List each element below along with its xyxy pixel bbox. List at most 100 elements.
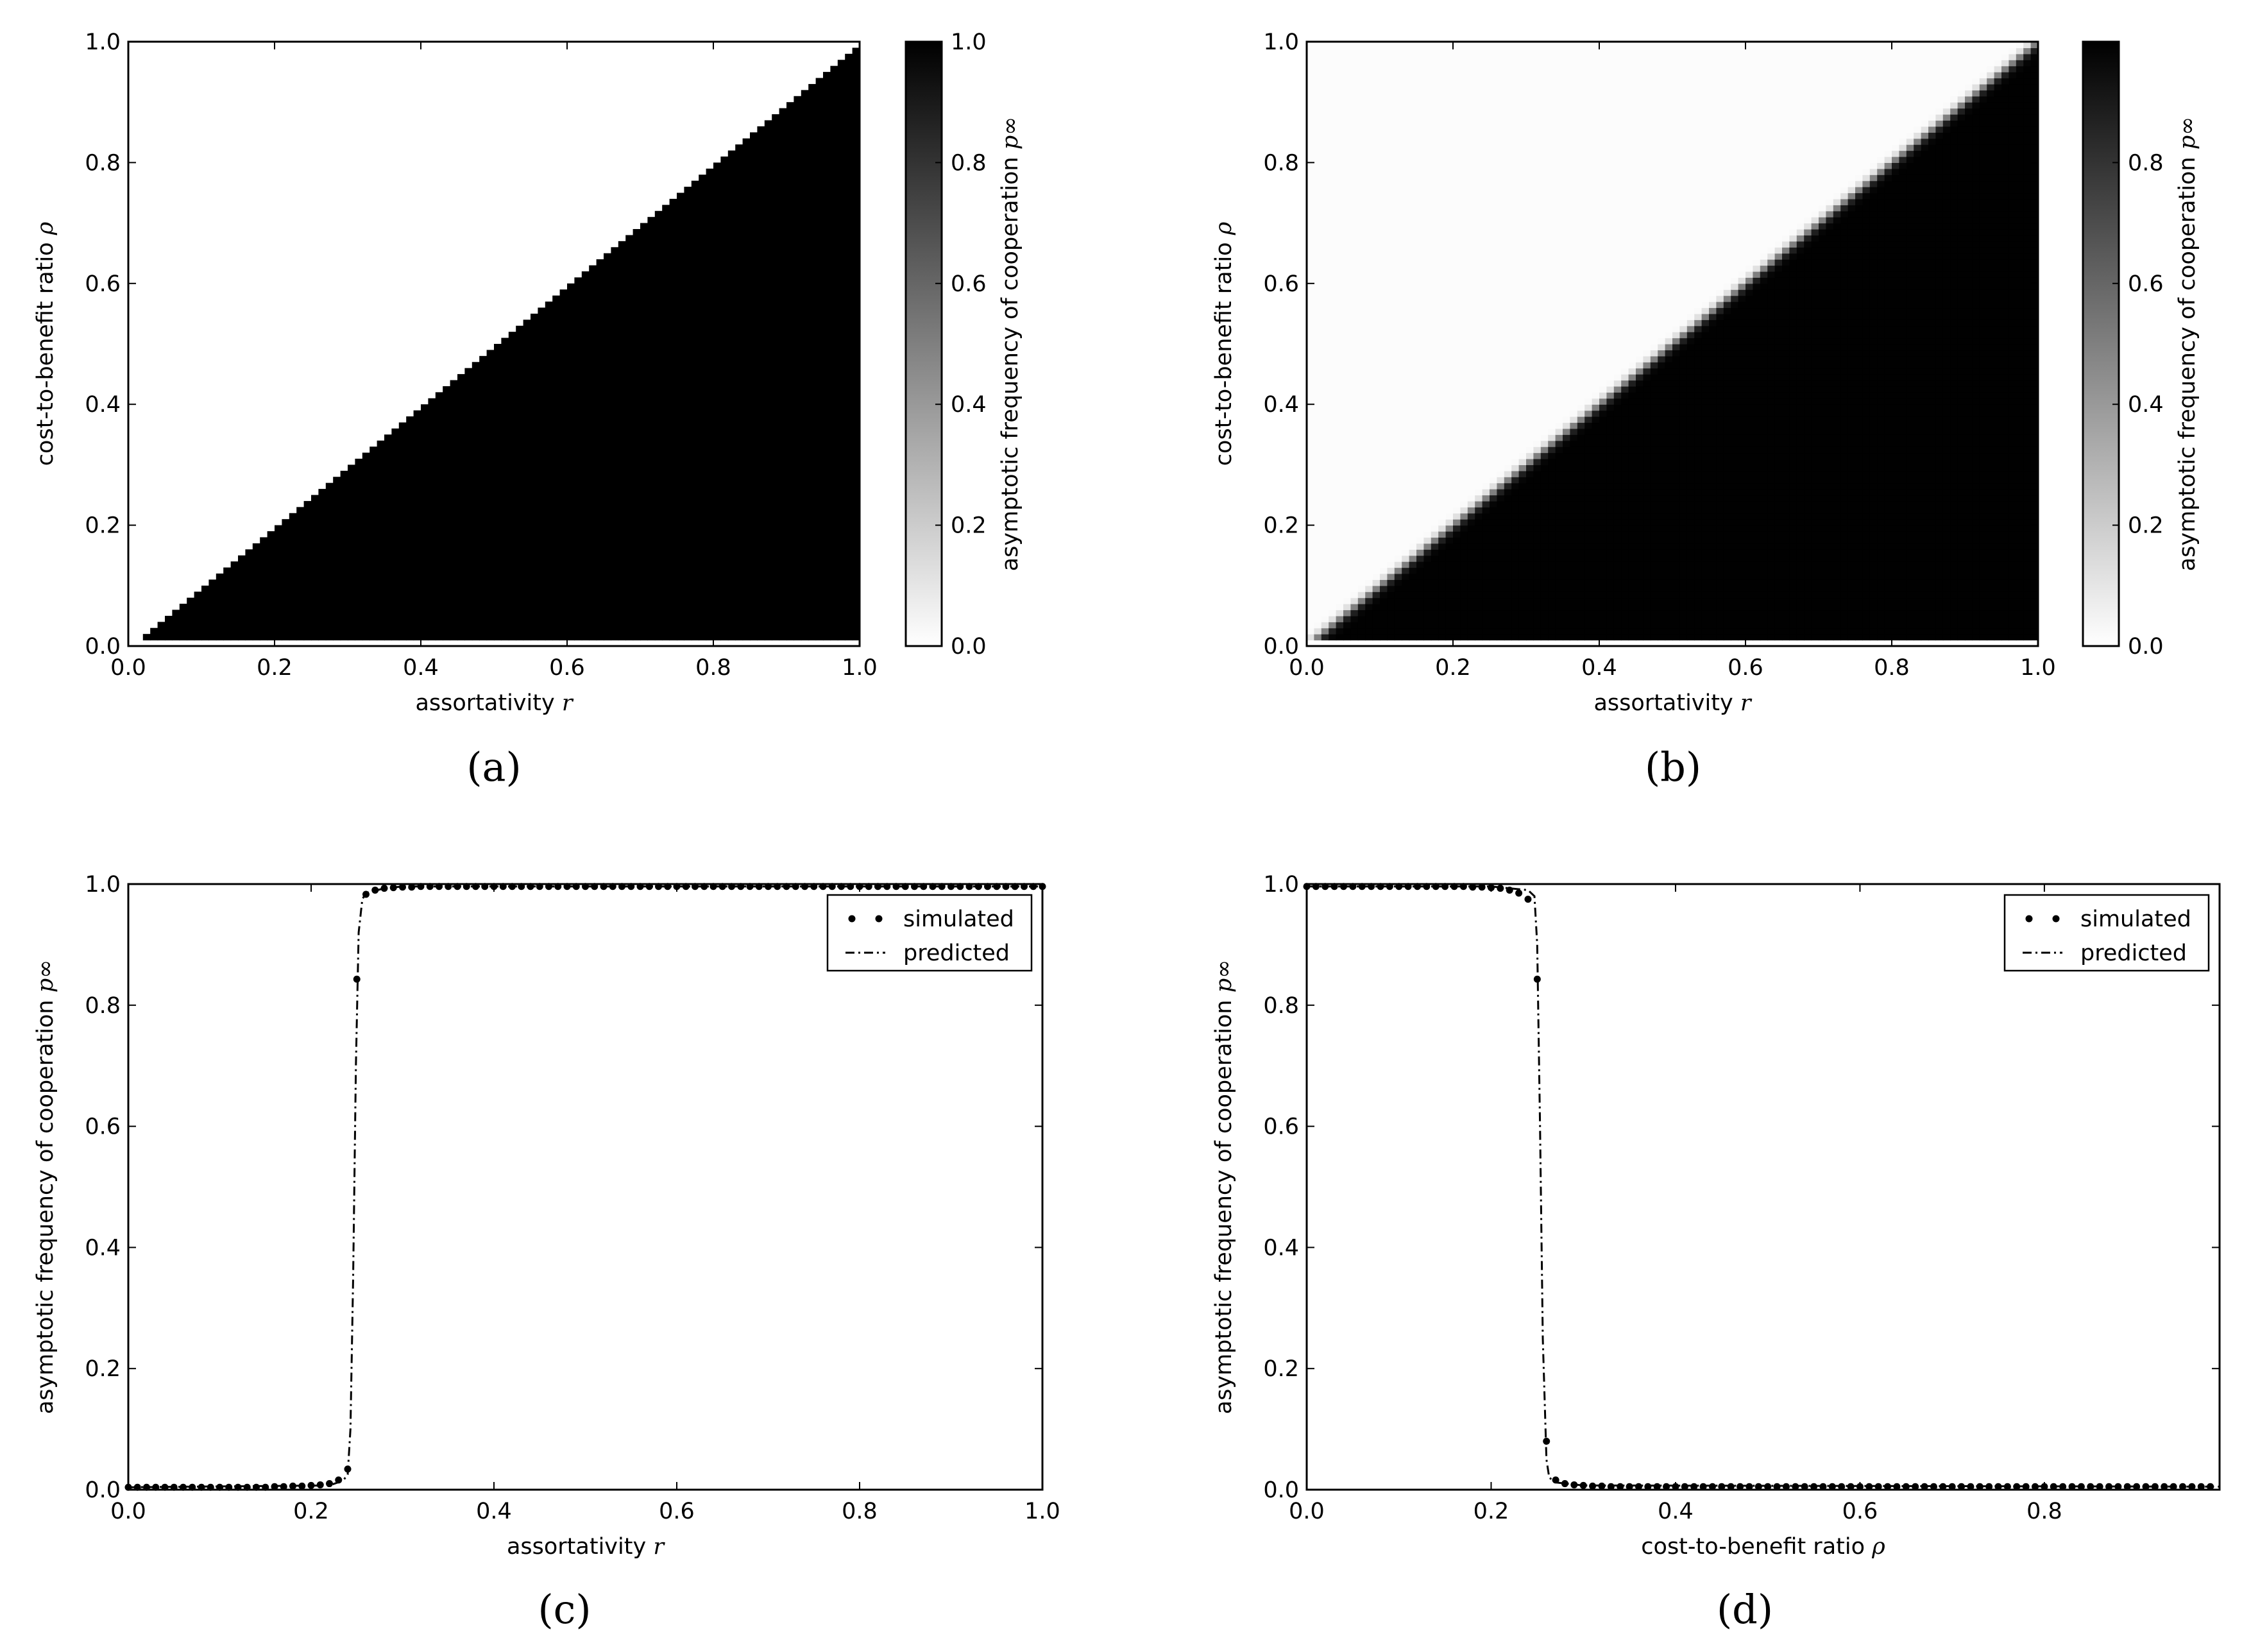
- heatmap-cell: [348, 585, 355, 592]
- heatmap-cell: [384, 482, 392, 490]
- heatmap-cell: [355, 597, 363, 604]
- heatmap-cell: [545, 302, 553, 309]
- heatmap-cell: [340, 531, 348, 538]
- heatmap-cell: [574, 531, 582, 538]
- heatmap-cell: [508, 507, 516, 514]
- heatmap-cell: [830, 513, 838, 520]
- heatmap-cell: [223, 634, 232, 641]
- heatmap-cell: [538, 543, 546, 550]
- heatmap-cell: [779, 144, 787, 151]
- heatmap-cell: [267, 585, 275, 592]
- heatmap-cell: [779, 271, 787, 278]
- heatmap-cell: [727, 543, 736, 550]
- heatmap-cell: [625, 374, 634, 381]
- heatmap-cell: [538, 464, 546, 472]
- heatmap-cell: [318, 585, 327, 592]
- heatmap-cell: [823, 380, 831, 387]
- heatmap-cell: [735, 162, 743, 169]
- heatmap-cell: [750, 355, 758, 362]
- heatmap-cell: [727, 259, 736, 266]
- heatmap-cell: [830, 132, 838, 139]
- heatmap-cell: [494, 428, 502, 435]
- heatmap-cell: [735, 537, 743, 544]
- heatmap-cell: [333, 597, 341, 604]
- heatmap-cell: [742, 217, 751, 224]
- heatmap-cell: [516, 428, 524, 435]
- heatmap-cell: [508, 597, 516, 604]
- heatmap-cell: [852, 96, 860, 103]
- heatmap-cell: [823, 277, 831, 284]
- heatmap-cell: [501, 622, 509, 629]
- heatmap-cell: [786, 519, 794, 526]
- heatmap-cell: [684, 458, 692, 465]
- colorbar-tick-label: 0.6: [951, 271, 987, 297]
- heatmap-cell: [311, 507, 319, 514]
- heatmap-cell: [538, 422, 546, 429]
- heatmap-cell: [720, 392, 729, 399]
- heatmap-cell: [604, 404, 611, 411]
- heatmap-cell: [208, 579, 217, 586]
- heatmap-cell: [779, 573, 787, 580]
- heatmap-cell: [421, 622, 429, 629]
- heatmap-cell: [662, 223, 670, 230]
- heatmap-cell: [757, 350, 765, 357]
- heatmap-cell: [654, 229, 663, 236]
- heatmap-cell: [852, 156, 860, 163]
- heatmap-cell: [647, 513, 656, 520]
- heatmap-cell: [457, 549, 465, 556]
- heatmap-cell: [443, 482, 451, 490]
- heatmap-cell: [596, 386, 604, 393]
- heatmap-cell: [830, 265, 838, 272]
- heatmap-cell: [596, 295, 604, 302]
- heatmap-cell: [779, 392, 787, 399]
- heatmap-cell: [194, 592, 202, 599]
- heatmap-cell: [662, 592, 670, 599]
- heatmap-cell: [348, 507, 355, 514]
- heatmap-cell: [486, 355, 495, 362]
- heatmap-cell: [311, 573, 319, 580]
- heatmap-cell: [486, 525, 495, 532]
- heatmap-cell: [413, 470, 421, 477]
- heatmap-cell: [772, 440, 780, 447]
- heatmap-cell: [340, 489, 348, 496]
- heatmap-cell: [691, 597, 699, 604]
- heatmap-cell: [699, 283, 707, 290]
- heatmap-cell: [589, 307, 597, 314]
- heatmap-cell: [786, 477, 794, 484]
- heatmap-cell: [640, 289, 648, 296]
- heatmap-cell: [772, 126, 780, 133]
- heatmap-cell: [604, 265, 611, 272]
- heatmap-cell: [384, 500, 392, 507]
- heatmap-cell: [845, 198, 853, 205]
- heatmap-cell: [391, 592, 400, 599]
- heatmap-cell: [779, 380, 787, 387]
- heatmap-cell: [764, 187, 772, 194]
- heatmap-cell: [552, 477, 561, 484]
- heatmap-cell: [720, 217, 729, 224]
- heatmap-cell: [794, 519, 802, 526]
- heatmap-cell: [706, 477, 714, 484]
- heatmap-cell: [713, 447, 721, 454]
- heatmap-cell: [852, 83, 860, 90]
- heatmap-cell: [523, 543, 531, 550]
- heatmap-cell: [1307, 162, 1314, 169]
- heatmap-cell: [443, 634, 451, 641]
- heatmap-cell: [706, 604, 714, 611]
- heatmap-cell: [757, 265, 765, 272]
- heatmap-cell: [406, 507, 414, 514]
- heatmap-cell: [1307, 495, 1314, 502]
- heatmap-cell: [538, 477, 546, 484]
- heatmap-cell: [516, 525, 524, 532]
- heatmap-cell: [435, 482, 443, 490]
- heatmap-cell: [706, 398, 714, 405]
- heatmap-cell: [647, 622, 656, 629]
- heatmap-cell: [611, 543, 619, 550]
- heatmap-cell: [742, 422, 751, 429]
- heatmap-cell: [677, 592, 684, 599]
- heatmap-cell: [757, 247, 765, 254]
- heatmap-cell: [845, 205, 853, 212]
- heatmap-cell: [289, 622, 297, 629]
- heatmap-cell: [559, 319, 568, 327]
- heatmap-cell: [815, 205, 824, 212]
- heatmap-cell: [531, 531, 538, 538]
